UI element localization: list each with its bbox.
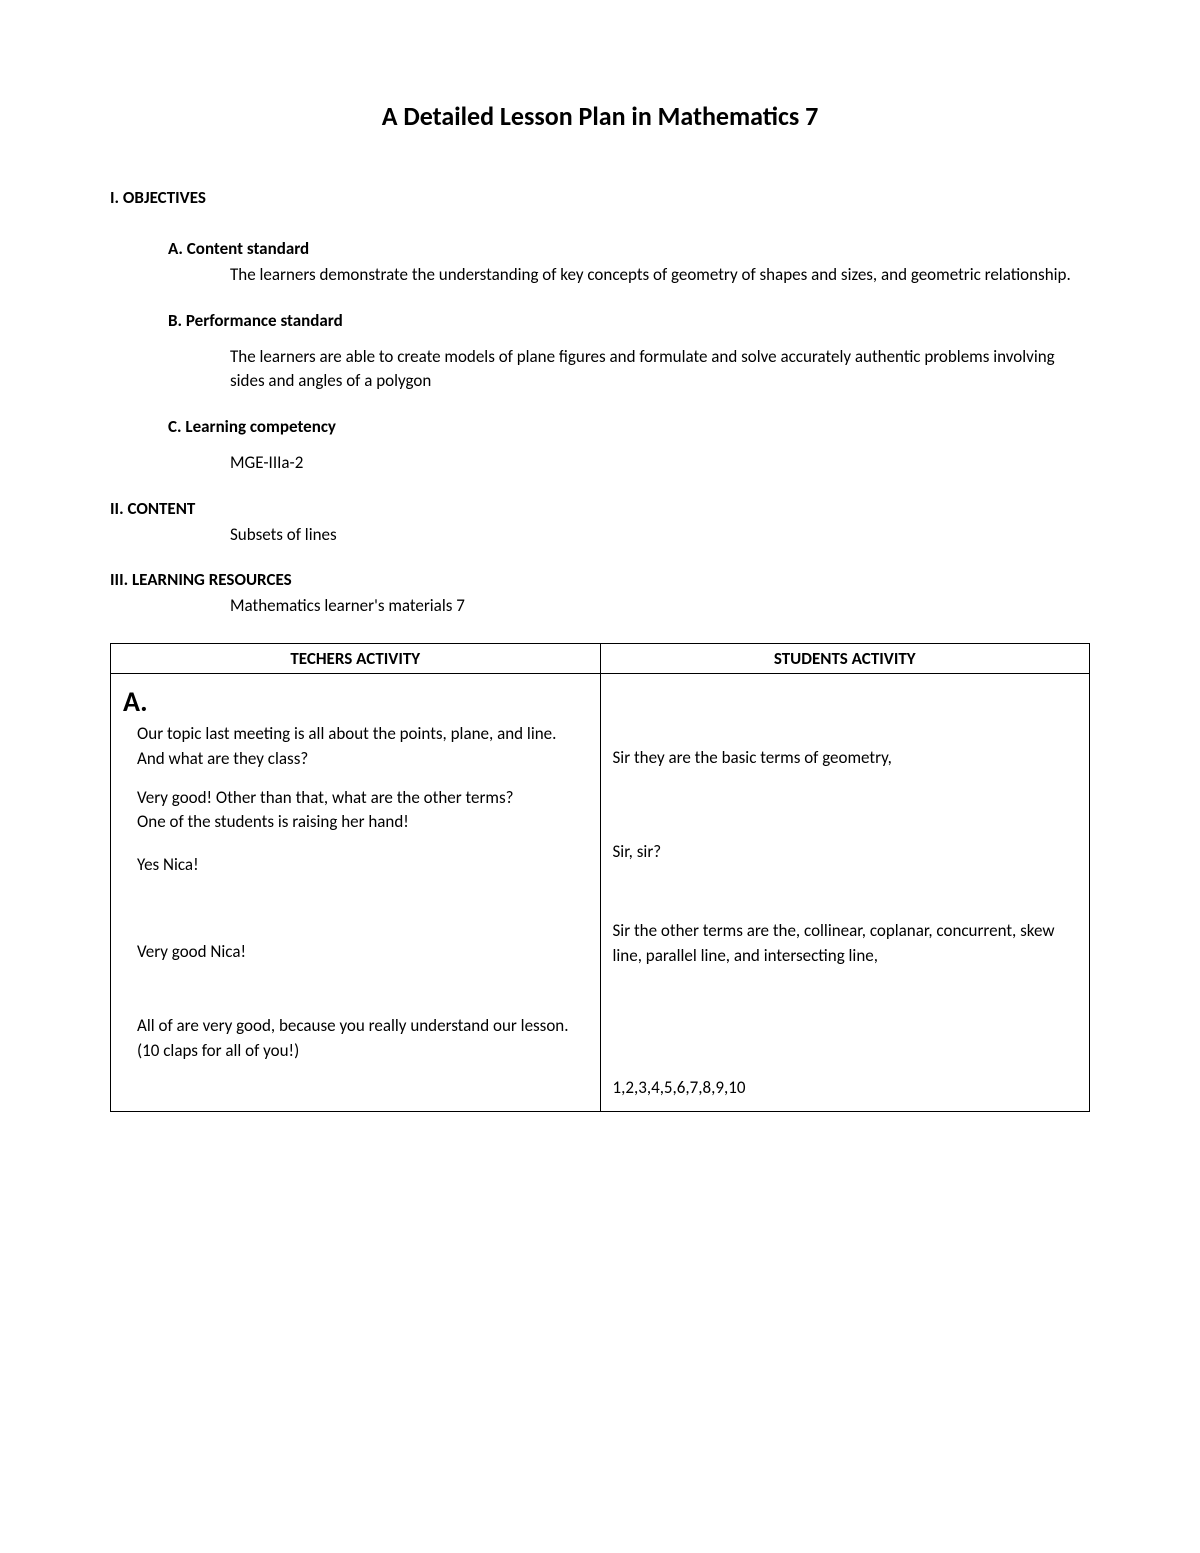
student-line: Sir, sir? xyxy=(613,840,1078,865)
text-content-standard: The learners demonstrate the understandi… xyxy=(230,263,1090,288)
section-resources-heading: III. LEARNING RESOURCES xyxy=(110,569,1090,590)
section-objectives-heading: I. OBJECTIVES xyxy=(110,187,1090,208)
activity-table: TECHERS ACTIVITY STUDENTS ACTIVITY A. Ou… xyxy=(110,643,1090,1112)
student-activity-cell: Sir they are the basic terms of geometry… xyxy=(600,673,1090,1111)
teacher-line: Very good Nica! xyxy=(123,940,588,965)
text-resources: Mathematics learner's materials 7 xyxy=(230,594,1090,619)
header-student-activity: STUDENTS ACTIVITY xyxy=(600,643,1090,673)
table-header-row: TECHERS ACTIVITY STUDENTS ACTIVITY xyxy=(111,643,1090,673)
teacher-activity-cell: A. Our topic last meeting is all about t… xyxy=(111,673,601,1111)
text-content: Subsets of lines xyxy=(230,523,1090,548)
section-content-heading: II. CONTENT xyxy=(110,498,1090,519)
teacher-line: Yes Nica! xyxy=(123,853,588,878)
subheading-learning-competency: C. Learning competency xyxy=(168,416,1090,437)
subheading-performance-standard: B. Performance standard xyxy=(168,310,1090,331)
student-line: Sir the other terms are the, collinear, … xyxy=(613,919,1078,968)
teacher-line: All of are very good, because you really… xyxy=(123,1014,588,1039)
teacher-line: One of the students is raising her hand! xyxy=(123,810,588,835)
teacher-line: Our topic last meeting is all about the … xyxy=(123,722,588,747)
teacher-line: And what are they class? xyxy=(123,747,588,772)
document-title: A Detailed Lesson Plan in Mathematics 7 xyxy=(110,100,1090,132)
text-learning-competency: MGE-IIIa-2 xyxy=(230,451,1090,476)
student-line: 1,2,3,4,5,6,7,8,9,10 xyxy=(613,1076,1078,1101)
table-row: A. Our topic last meeting is all about t… xyxy=(111,673,1090,1111)
text-performance-standard: The learners are able to create models o… xyxy=(230,345,1090,394)
header-teacher-activity: TECHERS ACTIVITY xyxy=(111,643,601,673)
teacher-line: (10 claps for all of you!) xyxy=(123,1039,588,1064)
teacher-section-label: A. xyxy=(123,682,588,723)
subheading-content-standard: A. Content standard xyxy=(168,238,1090,259)
student-line: Sir they are the basic terms of geometry… xyxy=(613,746,1078,771)
teacher-line: Very good! Other than that, what are the… xyxy=(123,786,588,811)
